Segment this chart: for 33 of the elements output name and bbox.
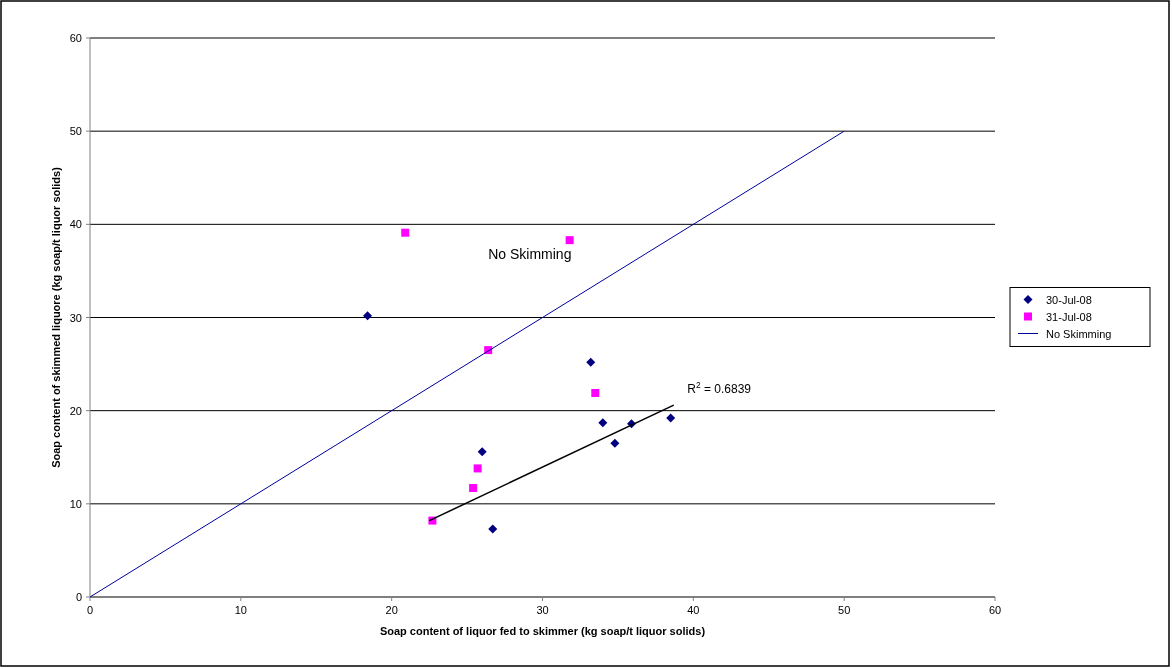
y-tick-label: 60 <box>69 32 82 44</box>
legend-label: No Skimming <box>1046 327 1112 340</box>
x-tick-label: 60 <box>988 604 1002 616</box>
x-tick-label: 10 <box>234 604 247 616</box>
point <box>477 447 487 457</box>
point <box>488 524 498 534</box>
point <box>666 413 676 423</box>
point <box>363 311 373 321</box>
point <box>469 484 478 492</box>
y-tick-label: 50 <box>69 125 82 138</box>
point <box>586 357 596 367</box>
y-tick-label: 40 <box>69 218 82 231</box>
legend-label: 30-Jul-08 <box>1046 293 1092 306</box>
annotation: R$^{2}$ = 0.6839 <box>687 379 752 396</box>
x-tick-label: 40 <box>687 604 700 616</box>
y-tick-label: 20 <box>69 404 82 417</box>
point <box>401 228 410 237</box>
x-tick-label: 50 <box>838 604 851 616</box>
y-tick-label: 30 <box>69 311 82 324</box>
y-axis-title: Soap content of skimmed liquore (kg soap/t liquor solids) <box>50 166 62 468</box>
y-tick-label: 0 <box>75 591 82 603</box>
x-axis-title: Soap content of liquor fed to skimmer (kg soap/t liquor solids) <box>379 625 706 637</box>
point <box>473 464 482 473</box>
point <box>565 236 574 245</box>
legend-label: 31-Jul-08 <box>1046 310 1092 323</box>
point <box>591 388 600 397</box>
point <box>610 438 620 448</box>
annotation: No Skimming <box>488 245 572 262</box>
x-tick-label: 0 <box>86 604 94 616</box>
y-tick-label: 10 <box>69 497 82 510</box>
point <box>598 418 608 428</box>
x-tick-label: 30 <box>536 604 549 616</box>
x-tick-label: 20 <box>385 604 398 616</box>
